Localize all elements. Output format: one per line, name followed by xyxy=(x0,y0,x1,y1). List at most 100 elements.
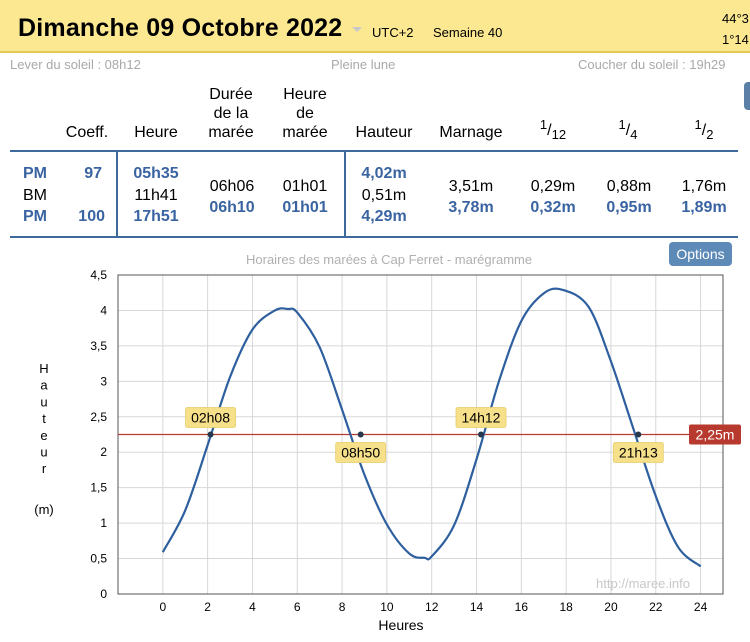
header-heure-maree-line3: marée xyxy=(282,124,328,141)
crossing-label-box xyxy=(185,407,236,428)
header-quarter-num: 1 xyxy=(618,117,626,132)
sunrise-text: Lever du soleil : 08h12 xyxy=(10,57,141,72)
tide-hour-length: 01h01 xyxy=(282,199,328,216)
header-quarter-den: 4 xyxy=(630,127,638,142)
x-tick-label: 14 xyxy=(470,600,484,614)
header-coeff: Coeff. xyxy=(65,124,109,141)
tide-time: 05h35 xyxy=(133,165,179,182)
header-duree-line2: de la xyxy=(213,105,249,122)
y-axis-unit: (m) xyxy=(34,502,54,517)
timezone-label: UTC+2 xyxy=(372,25,414,40)
y-tick-label: 1,5 xyxy=(90,481,107,495)
chart-title: Horaires des marées à Cap Ferret - marég… xyxy=(246,252,533,267)
x-tick-label: 16 xyxy=(515,600,529,614)
header-duree-line3: marée xyxy=(208,124,254,141)
y-tick-label: 3 xyxy=(100,374,107,388)
x-tick-label: 20 xyxy=(604,600,618,614)
side-panel-tab[interactable] xyxy=(744,82,750,110)
header-heure-maree: Heure de marée xyxy=(271,85,339,142)
y-tick-label: 2,5 xyxy=(90,410,107,424)
header-heure: Heure xyxy=(134,124,178,141)
x-tick-label: 24 xyxy=(694,600,708,614)
y-tick-label: 0 xyxy=(100,587,107,601)
header-quarter: 1/4 xyxy=(618,117,638,142)
x-tick-label: 10 xyxy=(380,600,394,614)
y-axis-label-letter: t xyxy=(42,411,46,426)
crossing-point xyxy=(635,431,642,438)
y-tick-label: 4 xyxy=(100,303,107,317)
header-heure-maree-line2: de xyxy=(296,105,314,122)
chevron-down-icon[interactable] xyxy=(352,27,362,32)
tide-type: BM xyxy=(23,187,47,204)
latitude-label: 44°3 xyxy=(722,11,749,26)
y-axis-label-letter: u xyxy=(40,445,47,460)
tide-half: 1,89m xyxy=(681,199,727,216)
tide-coeff: 100 xyxy=(78,208,105,225)
x-tick-label: 12 xyxy=(425,600,439,614)
page-title: Dimanche 09 Octobre 2022 xyxy=(18,14,343,42)
tide-duration: 06h10 xyxy=(209,199,255,216)
tide-quarter: 0,95m xyxy=(606,199,652,216)
header-twelfth: 1/12 xyxy=(539,117,567,142)
tide-height: 0,51m xyxy=(361,187,407,204)
week-label: Semaine 40 xyxy=(433,25,503,40)
tide-height: 4,29m xyxy=(361,208,407,225)
crossing-time-label: 21h13 xyxy=(619,445,658,461)
table-top-divider xyxy=(10,150,738,152)
x-tick-label: 6 xyxy=(294,600,301,614)
tide-time: 11h41 xyxy=(134,187,178,204)
y-axis-label: Hauteur xyxy=(39,361,48,476)
y-tick-label: 0,5 xyxy=(90,552,107,566)
moon-phase-text: Pleine lune xyxy=(331,57,396,72)
tide-range: 3,51m xyxy=(448,178,494,195)
tide-twelfth: 0,32m xyxy=(530,199,576,216)
crossing-label-box xyxy=(455,407,507,428)
header-twelfth-num: 1 xyxy=(539,117,548,132)
y-tick-label: 2 xyxy=(100,445,107,459)
x-tick-label: 8 xyxy=(339,600,346,614)
crossing-point xyxy=(478,431,484,438)
y-axis-label-letter: e xyxy=(40,428,47,443)
header-half: 1/2 xyxy=(694,117,714,142)
x-axis-label: Heures xyxy=(378,617,423,633)
tide-quarter: 0,88m xyxy=(606,178,652,195)
header-duree-line1: Durée xyxy=(209,86,253,103)
crossing-time-label: 08h50 xyxy=(341,445,380,461)
header-twelfth-den: 12 xyxy=(551,127,567,142)
tide-type: PM xyxy=(23,165,47,182)
y-axis-label-letter: u xyxy=(40,394,47,409)
chart-plot: 02h08 08h50 14h12 21h13 2,25m xyxy=(118,287,741,568)
y-axis: 0 0,5 1 1,5 2 2,5 3 3,5 4 4,5 xyxy=(90,268,107,601)
crossing-label-box xyxy=(335,442,387,463)
y-tick-label: 4,5 xyxy=(90,268,107,282)
date-header: Dimanche 09 Octobre 2022 UTC+2 Semaine 4… xyxy=(0,0,750,53)
longitude-label: 1°14 xyxy=(722,32,749,47)
y-axis-label-letter: r xyxy=(42,461,47,476)
options-button[interactable]: Options xyxy=(669,242,732,266)
tide-time: 17h51 xyxy=(133,208,179,225)
tide-type: PM xyxy=(23,208,47,225)
table-divider-left xyxy=(116,152,118,236)
tide-duration: 06h06 xyxy=(209,178,255,195)
x-tick-label: 2 xyxy=(204,600,211,614)
table-bottom-divider xyxy=(10,236,738,238)
tide-half: 1,76m xyxy=(681,178,727,195)
x-tick-label: 4 xyxy=(249,600,256,614)
tide-height: 4,02m xyxy=(361,165,407,182)
x-tick-label: 22 xyxy=(649,600,663,614)
y-axis-label-letter: a xyxy=(40,378,48,393)
y-tick-label: 1 xyxy=(100,516,107,530)
x-tick-label: 18 xyxy=(559,600,573,614)
header-half-den: 2 xyxy=(706,127,714,142)
table-divider-right xyxy=(344,152,346,236)
crossing-time-label: 02h08 xyxy=(191,410,230,426)
tide-hour-length: 01h01 xyxy=(282,178,328,195)
tide-range: 3,78m xyxy=(448,199,494,216)
threshold-badge xyxy=(689,424,741,445)
header-heure-maree-line1: Heure xyxy=(283,86,327,103)
header-hauteur: Hauteur xyxy=(355,124,413,141)
crossing-point xyxy=(207,431,214,438)
y-tick-label: 3,5 xyxy=(90,339,107,353)
tide-twelfth: 0,29m xyxy=(530,178,576,195)
